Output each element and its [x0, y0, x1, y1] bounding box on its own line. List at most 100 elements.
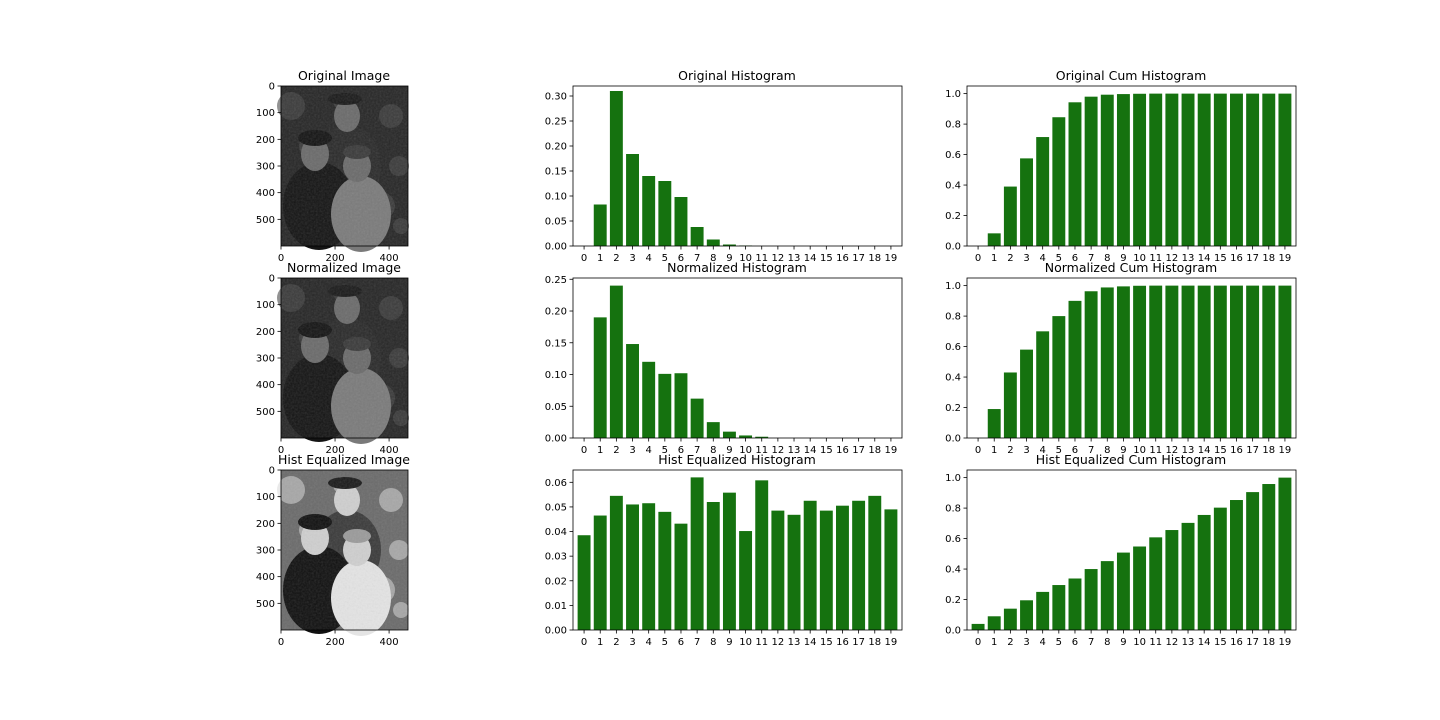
x-tick-label: 2: [613, 637, 619, 648]
bar: [706, 502, 720, 630]
bar: [626, 154, 639, 246]
bar: [658, 181, 672, 246]
bar: [690, 398, 704, 438]
y-tick-label: 0.10: [545, 192, 567, 203]
x-tick-label: 6: [678, 637, 684, 648]
y-tick-label: 0.8: [945, 120, 961, 131]
x-tick-label: 4: [645, 637, 651, 648]
x-tick-label: 15: [1214, 445, 1227, 456]
x-tick-label: 2: [1007, 637, 1013, 648]
bar: [1165, 530, 1179, 630]
bar: [1068, 300, 1082, 438]
bar: [739, 531, 753, 630]
x-tick-label: 0: [278, 253, 284, 264]
x-tick-label: 13: [788, 445, 801, 456]
bar: [1165, 93, 1179, 247]
bar: [755, 436, 769, 438]
bar: [1230, 285, 1243, 438]
x-tick-label: 19: [1279, 253, 1292, 264]
y-tick-label: 500: [256, 215, 275, 226]
x-tick-label: 10: [739, 253, 752, 264]
bar: [971, 623, 985, 630]
bar: [1246, 492, 1260, 630]
x-tick-label: 2: [613, 253, 619, 264]
x-tick-label: 18: [868, 637, 881, 648]
bar: [868, 495, 882, 630]
bar: [739, 435, 753, 438]
bar: [722, 244, 736, 246]
bar: [690, 227, 704, 246]
y-tick-label: 0.06: [545, 478, 567, 489]
x-tick-label: 8: [1104, 445, 1110, 456]
x-tick-label: 13: [1182, 253, 1195, 264]
x-tick-label: 0: [975, 637, 981, 648]
x-tick-label: 3: [629, 637, 635, 648]
x-tick-label: 15: [1214, 637, 1227, 648]
x-tick-label: 6: [678, 253, 684, 264]
x-tick-label: 16: [1230, 637, 1243, 648]
bar: [987, 233, 1001, 246]
image-frame: [280, 469, 409, 631]
bar: [1197, 285, 1211, 438]
bar: [1262, 285, 1276, 438]
y-tick-label: 0: [269, 466, 275, 477]
x-tick-label: 9: [726, 445, 732, 456]
x-tick-label: 13: [788, 637, 801, 648]
x-tick-label: 6: [678, 445, 684, 456]
x-tick-label: 5: [662, 253, 668, 264]
x-tick-label: 2: [1007, 445, 1013, 456]
bar: [884, 509, 898, 630]
bar: [609, 91, 623, 246]
image-axes: 0 100 200 300 400 500 0 200 400: [256, 274, 409, 456]
x-tick-label: 14: [804, 445, 817, 456]
x-tick-label: 400: [380, 637, 399, 648]
photo-equalized: [277, 470, 409, 636]
x-tick-label: 6: [1072, 445, 1078, 456]
bar: [1213, 93, 1227, 247]
bar: [642, 503, 656, 630]
x-tick-label: 400: [380, 445, 399, 456]
x-tick-label: 8: [710, 637, 716, 648]
image-axes: 0 100 200 300 400 500 0 200 400: [256, 466, 409, 648]
x-tick-label: 15: [820, 253, 833, 264]
x-tick-label: 6: [1072, 637, 1078, 648]
bar: [1133, 285, 1147, 438]
x-tick-label: 11: [1149, 445, 1162, 456]
image-axes: 0 100 200 300 400 500 0 200 400: [256, 82, 409, 264]
bar: [674, 373, 688, 438]
x-tick-label: 5: [662, 637, 668, 648]
x-tick-label: 10: [739, 637, 752, 648]
x-tick-label: 1: [597, 253, 603, 264]
image-panel-equalized: Hist Equalized Image 0 100 200 300 400 500 0 20…: [256, 452, 410, 648]
x-tick-label: 4: [1039, 253, 1045, 264]
x-tick-label: 5: [662, 445, 668, 456]
bar: [1052, 316, 1066, 438]
x-tick-label: 12: [772, 637, 785, 648]
y-tick-label: 0.00: [545, 626, 567, 637]
chart-title: Hist Equalized Histogram: [658, 452, 816, 467]
bar: [577, 535, 591, 630]
y-tick-label: 300: [256, 162, 275, 173]
x-tick-label: 18: [1262, 637, 1275, 648]
y-tick-label: 300: [256, 546, 275, 557]
bar: [1262, 484, 1276, 630]
bar: [1213, 507, 1227, 630]
x-tick-label: 1: [991, 637, 997, 648]
bar: [1230, 500, 1243, 630]
plot-frame: [572, 85, 903, 247]
y-tick-label: 500: [256, 407, 275, 418]
photo-original: [277, 86, 409, 252]
bar: [1278, 477, 1292, 630]
y-tick-label: 0.2: [945, 403, 961, 414]
x-tick-label: 0: [278, 637, 284, 648]
y-tick-label: 300: [256, 354, 275, 365]
x-tick-label: 0: [278, 445, 284, 456]
x-tick-label: 14: [804, 253, 817, 264]
bar: [1197, 93, 1211, 247]
y-tick-label: 0.4: [945, 181, 961, 192]
x-tick-label: 16: [1230, 253, 1243, 264]
bar: [1036, 137, 1050, 246]
image-frame: [280, 277, 409, 439]
x-tick-label: 3: [1023, 445, 1029, 456]
